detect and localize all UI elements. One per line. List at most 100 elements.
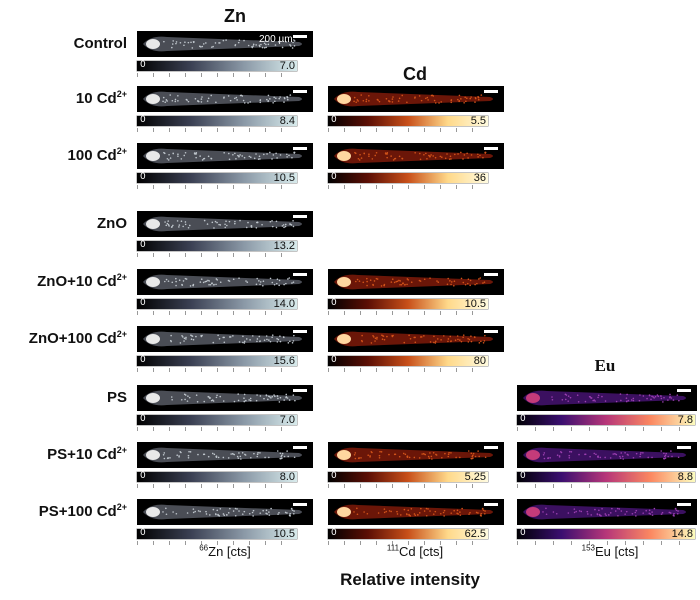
scale-bar <box>293 330 307 333</box>
colorbar-ticks <box>328 541 488 545</box>
cd-map-image <box>328 143 504 169</box>
relative-intensity-label: Relative intensity <box>340 570 480 589</box>
scale-bar <box>293 446 307 449</box>
colorbar-min-label: 0 <box>140 115 146 125</box>
cd-map-image <box>328 442 504 468</box>
row-label: Control <box>73 35 127 52</box>
zn-map-image <box>137 385 313 411</box>
colorbar-min-label: 0 <box>140 172 146 182</box>
colorbar-max-label: 8.8 <box>677 471 693 483</box>
colorbar-min-label: 0 <box>331 355 337 365</box>
colorbar-max-label: 8.0 <box>279 471 295 483</box>
eu-axis-label: 153Eu [cts] <box>581 543 639 559</box>
scale-bar <box>484 503 498 506</box>
zn-colorbar: 0 <box>137 60 297 71</box>
colorbar-ticks <box>137 368 297 372</box>
cd-colorbar: 0 <box>328 355 488 366</box>
colorbar-ticks <box>517 484 695 488</box>
zn-colorbar: 0 <box>137 471 297 482</box>
scale-bar <box>293 503 307 506</box>
scale-bar <box>293 35 307 38</box>
row-label: ZnO+100 Cd2+ <box>28 329 127 348</box>
colorbar-min-label: 0 <box>140 240 146 250</box>
colorbar-min-label: 0 <box>140 471 146 481</box>
eu-map-image <box>517 385 697 411</box>
eu-map-image <box>517 499 697 525</box>
colorbar-min-label: 0 <box>140 414 146 424</box>
colorbar-max-label: 80 <box>473 355 486 367</box>
scale-bar <box>484 90 498 93</box>
colorbar-max-label: 7.0 <box>279 414 295 426</box>
colorbar-min-label: 0 <box>331 471 337 481</box>
colorbar-min-label: 0 <box>520 471 526 481</box>
row-label: 100 Cd2+ <box>67 146 127 165</box>
colorbar-max-label: 10.5 <box>464 298 486 310</box>
colorbar-ticks <box>328 311 488 315</box>
colorbar-ticks <box>137 541 297 545</box>
zn-colorbar: 0 <box>137 414 297 425</box>
scale-bar <box>484 273 498 276</box>
colorbar-min-label: 0 <box>520 528 526 538</box>
cd-map-image <box>328 269 504 295</box>
colorbar-max-label: 14.8 <box>671 528 693 540</box>
eu-colorbar: 0 <box>517 528 695 539</box>
colorbar-min-label: 0 <box>140 298 146 308</box>
cd-colorbar: 0 <box>328 172 488 183</box>
zn-map-image <box>137 499 313 525</box>
colorbar-ticks <box>137 484 297 488</box>
zn-colorbar: 0 <box>137 528 297 539</box>
colorbar-max-label: 7.8 <box>677 414 693 426</box>
colorbar-ticks <box>137 253 297 257</box>
zn-map-image <box>137 269 313 295</box>
cd-colorbar: 0 <box>328 298 488 309</box>
cd-map-image <box>328 86 504 112</box>
zn-colorbar: 0 <box>137 355 297 366</box>
colorbar-ticks <box>328 185 488 189</box>
colorbar-min-label: 0 <box>331 528 337 538</box>
colorbar-min-label: 0 <box>331 172 337 182</box>
row-label: PS+100 Cd2+ <box>38 502 127 521</box>
zn-map-image <box>137 31 313 57</box>
colorbar-max-label: 10.5 <box>273 172 295 184</box>
scale-bar <box>677 446 691 449</box>
scale-bar <box>484 147 498 150</box>
zn-colorbar: 0 <box>137 240 297 251</box>
colorbar-max-label: 62.5 <box>464 528 486 540</box>
colorbar-max-label: 13.2 <box>273 240 295 252</box>
zn-map-image <box>137 442 313 468</box>
zn-map-image <box>137 143 313 169</box>
colorbar-ticks <box>328 484 488 488</box>
colorbar-min-label: 0 <box>140 528 146 538</box>
colorbar-max-label: 8.4 <box>279 115 295 127</box>
column-header-zn: Zn <box>224 6 246 26</box>
colorbar-max-label: 7.0 <box>279 60 295 72</box>
colorbar-min-label: 0 <box>331 298 337 308</box>
cd-map-image <box>328 499 504 525</box>
colorbar-ticks <box>328 128 488 132</box>
scale-bar <box>293 389 307 392</box>
zn-map-image <box>137 211 313 237</box>
colorbar-max-label: 5.25 <box>464 471 486 483</box>
colorbar-ticks <box>137 185 297 189</box>
scale-bar-label: 200 µm <box>259 34 293 45</box>
scale-bar <box>484 446 498 449</box>
colorbar-max-label: 5.5 <box>470 115 486 127</box>
cd-colorbar: 0 <box>328 471 488 482</box>
scale-bar <box>293 273 307 276</box>
colorbar-max-label: 15.6 <box>273 355 295 367</box>
scale-bar <box>293 215 307 218</box>
cd-colorbar: 0 <box>328 115 488 126</box>
colorbar-min-label: 0 <box>140 60 146 70</box>
colorbar-ticks <box>137 73 297 77</box>
row-label: ZnO+10 Cd2+ <box>37 272 127 291</box>
scale-bar <box>293 90 307 93</box>
row-label: PS+10 Cd2+ <box>47 445 127 464</box>
cd-map-image <box>328 326 504 352</box>
colorbar-ticks <box>517 427 695 431</box>
scale-bar <box>293 147 307 150</box>
column-header-eu: Eu <box>594 356 616 375</box>
eu-colorbar: 0 <box>517 471 695 482</box>
zn-axis-label: 66Zn [cts] <box>199 543 251 559</box>
colorbar-ticks <box>137 311 297 315</box>
colorbar-ticks <box>137 427 297 431</box>
